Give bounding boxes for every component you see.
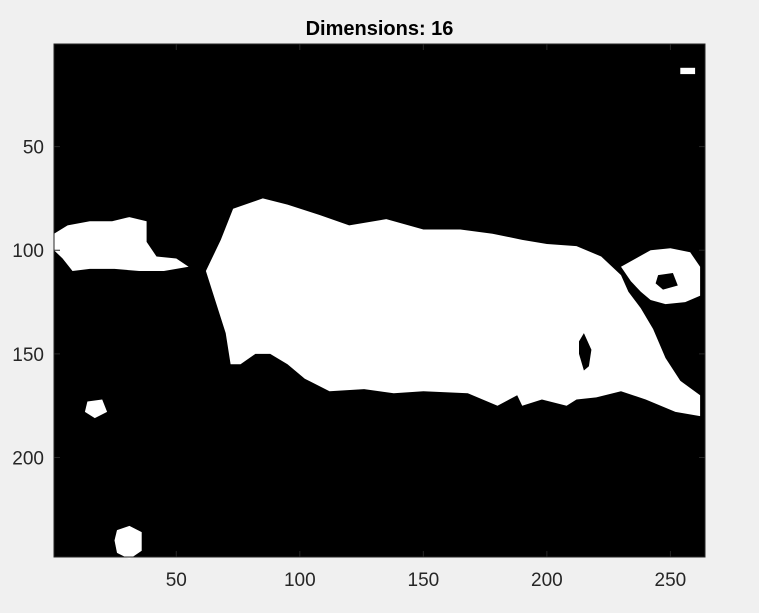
y-tick-label: 100 (12, 241, 44, 262)
x-tick-label: 200 (531, 570, 563, 591)
y-tick-label: 50 (23, 138, 44, 159)
x-tick-label: 50 (166, 570, 187, 591)
region-top-right-dot (680, 67, 696, 75)
y-tick-label: 150 (12, 345, 44, 366)
x-tick-label: 150 (408, 570, 440, 591)
region-small-blob-left (84, 399, 108, 419)
axes: 50 100 150 200 250 50 100 150 200 (12, 43, 706, 591)
image-marks (54, 67, 701, 560)
region-bottom-blob (114, 525, 142, 560)
region-left-blob (54, 217, 189, 271)
region-ring-hole (655, 273, 678, 290)
region-main-body (205, 198, 701, 417)
region-body-crack (579, 333, 592, 371)
chart-title: Dimensions: 16 (306, 18, 454, 40)
axes-frame (53, 43, 706, 558)
x-tick-label: 250 (655, 570, 687, 591)
y-tick-label: 200 (12, 449, 44, 470)
x-tick-label: 100 (284, 570, 316, 591)
